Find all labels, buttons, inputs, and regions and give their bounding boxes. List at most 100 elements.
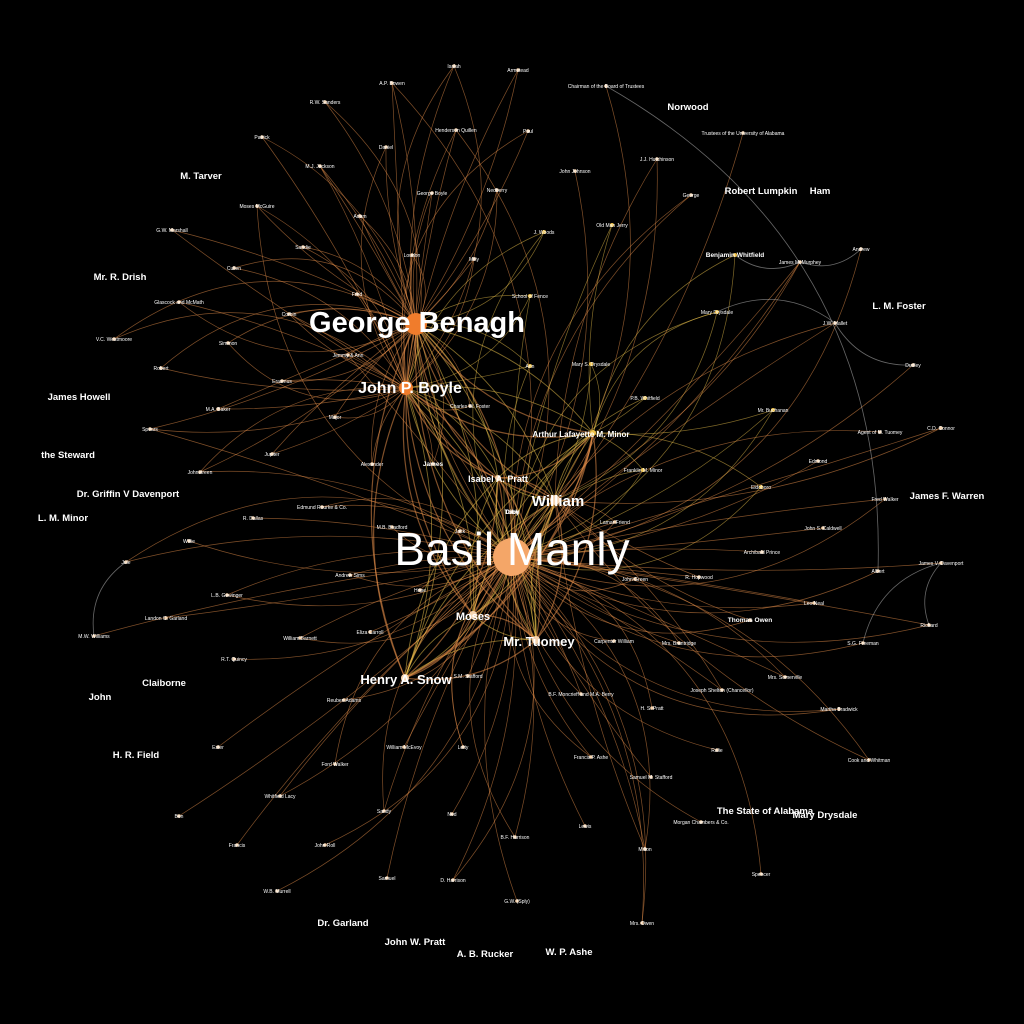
network-node <box>837 707 841 711</box>
network-edge <box>507 556 592 758</box>
network-edge <box>149 323 417 430</box>
network-edge <box>734 254 801 269</box>
network-node <box>320 505 324 509</box>
network-node <box>589 755 593 759</box>
node-label: Milly <box>469 257 479 263</box>
network-edge <box>834 322 914 366</box>
network-node <box>275 889 279 893</box>
network-node <box>526 129 530 133</box>
hub-label: Henry A. Snow <box>360 672 452 687</box>
node-label: R.T. Quincy <box>221 657 247 663</box>
network-edge <box>511 556 651 850</box>
network-edge <box>288 313 407 389</box>
node-label: Willie <box>183 539 195 545</box>
network-edge <box>415 294 531 325</box>
network-node <box>358 214 362 218</box>
network-edge <box>511 556 644 924</box>
network-edge <box>404 639 537 679</box>
network-node <box>298 636 302 640</box>
network-edge <box>554 311 718 501</box>
node-label: Mrs. Brantridge <box>662 641 696 647</box>
network-edge <box>319 165 407 389</box>
outer-node-label: Norwood <box>667 102 708 113</box>
node-label: S.G. Freeman <box>847 641 879 647</box>
network-node <box>451 878 455 882</box>
node-label: V.C. Westmoore <box>96 337 132 343</box>
node-label: Cook and Whitman <box>848 758 891 764</box>
node-label: Simmon <box>219 341 238 347</box>
network-edge <box>299 556 513 639</box>
node-label: Sandie <box>295 245 311 251</box>
network-edge <box>288 313 513 558</box>
node-label: Ann <box>526 364 535 370</box>
network-edge <box>415 323 531 367</box>
network-node <box>816 459 820 463</box>
network-edge <box>412 192 433 325</box>
node-label: Edmund Rourke & Co. <box>297 505 347 511</box>
network-edge <box>415 323 499 479</box>
network-node <box>699 820 703 824</box>
network-edge <box>171 229 407 389</box>
node-label: Eldoboro <box>751 485 771 491</box>
network-edge <box>321 498 513 558</box>
node-label: Benjamin Whitfield <box>706 252 765 259</box>
outer-node-label: W. P. Ashe <box>546 947 593 958</box>
node-label: Milton <box>638 847 652 853</box>
outer-node-label: Dr. Griffin V Davenport <box>77 489 180 500</box>
node-label: Armstead <box>507 68 529 74</box>
outer-node-label: Robert Lumpkin <box>725 186 798 197</box>
outer-node-label: Claiborne <box>142 678 186 689</box>
network-edge <box>469 556 516 838</box>
network-edge <box>511 498 886 558</box>
network-edge <box>334 556 513 765</box>
outer-node-label: The State of Alabama <box>717 806 814 817</box>
network-node <box>333 415 337 419</box>
node-label: Fred <box>352 292 363 298</box>
network-node <box>650 706 654 710</box>
network-edge <box>415 323 513 558</box>
network-edge <box>319 165 417 325</box>
network-edge <box>405 231 545 389</box>
network-edge <box>227 308 417 344</box>
network-node <box>384 145 388 149</box>
network-node <box>452 64 456 68</box>
network-edge <box>405 258 475 389</box>
network-node <box>867 758 871 762</box>
hub-label: Moses <box>456 611 490 623</box>
node-label: James <box>423 461 444 468</box>
node-label: D. Harrison <box>440 878 466 884</box>
node-label: R. Dallas <box>243 516 264 522</box>
hub-node <box>469 611 477 619</box>
network-node <box>861 641 865 645</box>
network-node <box>510 510 514 514</box>
network-edge <box>511 556 786 678</box>
hub-node <box>401 674 409 682</box>
outer-node-label: Dr. Garland <box>317 918 368 929</box>
network-node <box>148 427 152 431</box>
network-edge <box>404 432 594 679</box>
network-node <box>159 366 163 370</box>
node-label: John Green <box>622 577 648 583</box>
network-edge <box>92 561 127 637</box>
network-edge <box>359 215 417 325</box>
network-edge <box>226 556 513 607</box>
node-label: Eliza Carroll <box>357 630 384 636</box>
network-edge <box>535 499 563 641</box>
node-label: Jule <box>121 560 130 566</box>
network-node <box>225 593 229 597</box>
network-node <box>579 692 583 696</box>
node-label: Ester <box>212 745 224 751</box>
node-label: H. S. Pratt <box>640 706 664 712</box>
outer-node-label: L. M. Minor <box>38 513 88 524</box>
node-label: S.M. Stafford <box>453 674 482 680</box>
hub-node <box>493 538 531 576</box>
node-label: Moses McGuire <box>239 204 274 210</box>
node-label: Letty <box>458 745 469 751</box>
node-label: Lamar Friend <box>600 520 630 526</box>
network-edge <box>405 387 556 501</box>
network-node <box>346 353 350 357</box>
node-label: Daniel <box>379 145 393 151</box>
network-edge <box>356 293 407 389</box>
network-node <box>260 135 264 139</box>
node-label: Francis P. Ashe <box>574 755 609 761</box>
